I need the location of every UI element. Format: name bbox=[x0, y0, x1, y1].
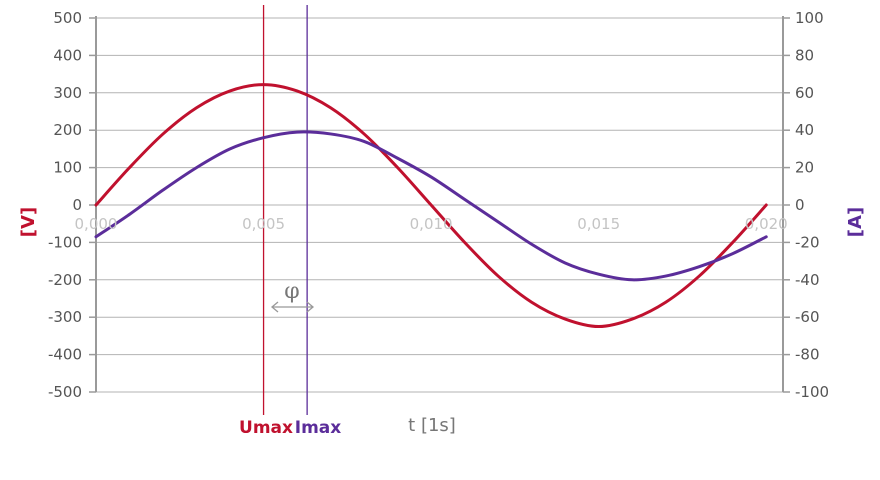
phi-arrow-head-right bbox=[306, 301, 315, 313]
x-tick-label: 0,020 bbox=[745, 215, 788, 233]
y-left-tick-label: -100 bbox=[48, 233, 82, 251]
max-markers bbox=[262, 5, 308, 415]
y-right-tick-label: 80 bbox=[795, 46, 814, 64]
y-right-tick-label: 40 bbox=[795, 121, 814, 139]
x-tick-label: 0,015 bbox=[577, 215, 620, 233]
y-left-tick-label: 100 bbox=[53, 159, 82, 177]
phi-symbol: φ bbox=[284, 279, 299, 304]
grid bbox=[96, 17, 783, 393]
y-right-tick-label: 100 bbox=[795, 9, 824, 27]
y-right-tick-label: -100 bbox=[795, 383, 829, 401]
imax-label: Imax bbox=[295, 418, 342, 438]
voltage-series-line bbox=[94, 83, 768, 329]
current-series-line bbox=[94, 130, 768, 282]
y-left-tick-label: -500 bbox=[48, 383, 82, 401]
y-left-tick-label: 500 bbox=[53, 9, 82, 27]
y-right-tick-label: 60 bbox=[795, 84, 814, 102]
y-left-tick-label: -200 bbox=[48, 271, 82, 289]
y-right-tick-label: -20 bbox=[795, 233, 820, 251]
y-left-tick-label: 300 bbox=[53, 84, 82, 102]
y-axis-left-label: [V] bbox=[18, 207, 39, 237]
axes bbox=[89, 16, 790, 393]
y-left-tick-label: 200 bbox=[53, 121, 82, 139]
y-left-tick-label: -300 bbox=[48, 308, 82, 326]
phase-shift-annotation: φ bbox=[270, 279, 315, 313]
umax-label: Umax bbox=[239, 418, 293, 438]
y-right-tick-label: -60 bbox=[795, 308, 820, 326]
x-tick-label: 0,010 bbox=[410, 215, 453, 233]
x-tick-label: 0,000 bbox=[75, 215, 118, 233]
x-tick-label: 0,005 bbox=[242, 215, 285, 233]
y-axis-right-label: [A] bbox=[845, 207, 866, 237]
y-right-tick-label: 0 bbox=[795, 196, 805, 214]
y-left-tick-label: 0 bbox=[72, 196, 82, 214]
y-right-tick-label: -40 bbox=[795, 271, 820, 289]
y-left-tick-label: -400 bbox=[48, 346, 82, 364]
y-right-tick-label: -80 bbox=[795, 346, 820, 364]
series bbox=[94, 83, 768, 329]
y-left-tick-label: 400 bbox=[53, 46, 82, 64]
y-right-tick-label: 20 bbox=[795, 159, 814, 177]
x-axis-label: t [1s] bbox=[408, 415, 456, 436]
tick-labels: 5004003002001000-100-200-300-400-5001008… bbox=[48, 9, 829, 401]
phi-arrow-head-left bbox=[270, 301, 279, 313]
